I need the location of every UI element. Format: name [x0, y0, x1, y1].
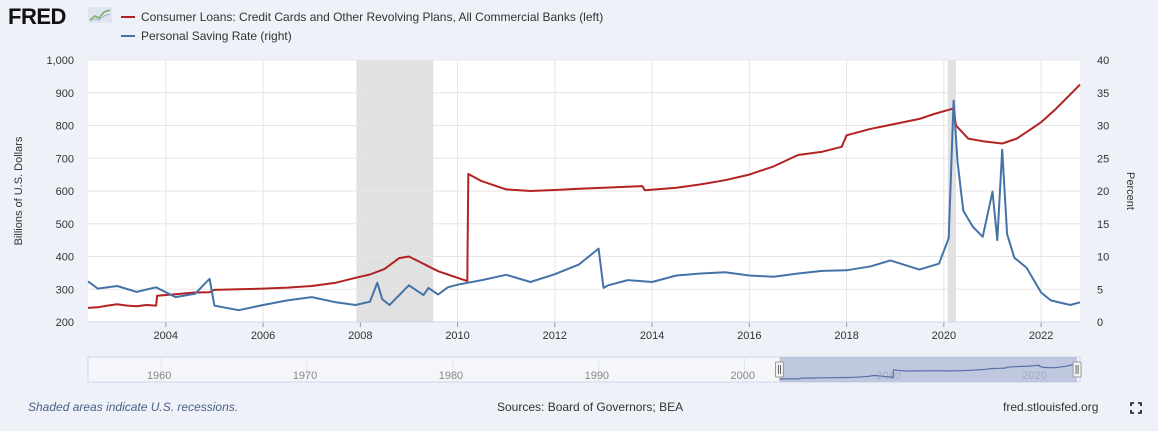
x-tick-label: 2010 [445, 330, 469, 342]
y-tick-right: 0 [1097, 317, 1103, 329]
site-link[interactable]: fred.stlouisfed.org [1003, 400, 1099, 414]
legend-swatch-saving-rate [121, 34, 135, 37]
fullscreen-icon[interactable] [1130, 402, 1142, 414]
series-line-saving-rate [87, 99, 1081, 312]
y-tick-left: 600 [56, 186, 74, 198]
chart-area: 200 300 400 500 600 700 800 900 1,000 0 5 10 15 20 25 3… [0, 52, 1158, 397]
legend-item-saving-rate[interactable]: Personal Saving Rate (right) [121, 26, 603, 45]
chart-header: FRED Consumer Loans: Credit Cards and Ot… [0, 0, 1158, 52]
legend-label-saving-rate: Personal Saving Rate (right) [141, 28, 292, 43]
x-tick-label: 2014 [640, 330, 664, 342]
y-tick-right: 10 [1097, 252, 1109, 264]
y-axis-title-left: Billions of U.S. Dollars [13, 136, 25, 245]
legend-swatch-credit-cards [121, 15, 135, 18]
y-tick-right: 40 [1097, 55, 1109, 67]
y-axis-title-right: Percent [1124, 172, 1136, 210]
chart-legend: Consumer Loans: Credit Cards and Other R… [121, 7, 603, 45]
y-tick-left: 500 [56, 219, 74, 231]
x-tick-label: 2018 [834, 330, 858, 342]
y-tick-right: 35 [1097, 88, 1109, 100]
sources-text: Sources: Board of Governors; BEA [497, 400, 684, 414]
x-tick-label: 2020 [932, 330, 956, 342]
line-chart: 200 300 400 500 600 700 800 900 1,000 0 5 10 15 20 25 3… [13, 55, 1136, 383]
y-tick-left: 900 [56, 88, 74, 100]
navigator-tick-label: 1980 [439, 370, 463, 382]
chart-line-icon [88, 7, 112, 23]
y-tick-left: 700 [56, 153, 74, 165]
y-tick-right: 30 [1097, 121, 1109, 133]
y-tick-right: 20 [1097, 186, 1109, 198]
y-tick-right: 15 [1097, 219, 1109, 231]
x-tick-label: 2012 [543, 330, 567, 342]
series-line-credit-cards [87, 83, 1081, 309]
recession-note: Shaded areas indicate U.S. recessions. [28, 400, 239, 414]
navigator-tick-label: 1970 [293, 370, 317, 382]
navigator-tick-label: 2000 [730, 370, 754, 382]
y-tick-left: 1,000 [46, 55, 74, 67]
y-tick-left: 800 [56, 121, 74, 133]
x-tick-label: 2022 [1029, 330, 1053, 342]
x-tick-label: 2008 [348, 330, 372, 342]
y-tick-right: 5 [1097, 284, 1103, 296]
x-tick-label: 2004 [154, 330, 178, 342]
navigator-handle-right[interactable] [1072, 361, 1082, 378]
navigator-tick-label: 1960 [147, 370, 171, 382]
y-tick-left: 300 [56, 284, 74, 296]
y-tick-left: 400 [56, 252, 74, 264]
y-tick-right: 25 [1097, 153, 1109, 165]
fred-logo[interactable]: FRED [8, 4, 66, 29]
navigator-series-line [779, 363, 1078, 380]
navigator-tick-label: 1990 [585, 370, 609, 382]
x-tick-label: 2006 [251, 330, 275, 342]
y-tick-left: 200 [56, 317, 74, 329]
legend-item-credit-cards[interactable]: Consumer Loans: Credit Cards and Other R… [121, 7, 603, 26]
navigator-handle-left[interactable] [774, 361, 784, 378]
x-tick-label: 2016 [737, 330, 761, 342]
legend-label-credit-cards: Consumer Loans: Credit Cards and Other R… [141, 9, 604, 24]
